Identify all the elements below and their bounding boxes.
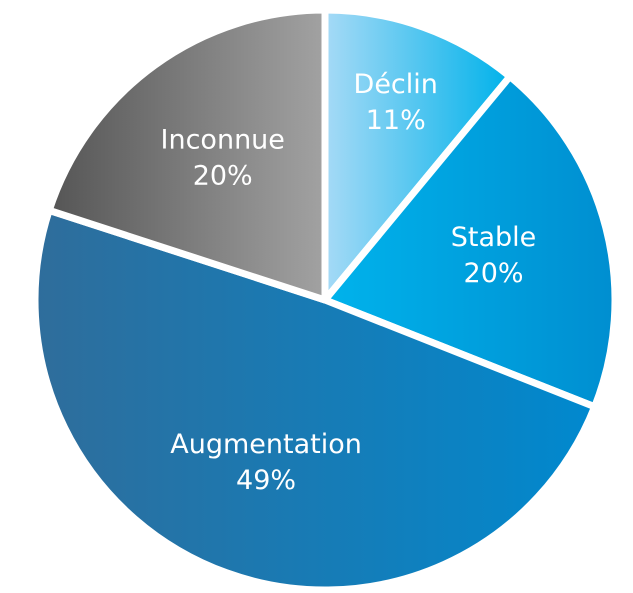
slice-label: Stable	[451, 222, 537, 253]
pie-slice	[31, 206, 599, 593]
pie-slice	[321, 6, 514, 304]
pie-slice	[321, 73, 619, 411]
slice-label: Inconnue	[161, 125, 285, 156]
slice-label: Déclin	[354, 69, 438, 100]
slice-value-label: 11%	[366, 105, 426, 136]
slice-label: Augmentation	[170, 429, 362, 460]
pie-slice	[45, 6, 329, 304]
slice-value-label: 20%	[464, 258, 524, 289]
slice-value-label: 20%	[193, 161, 253, 192]
slice-value-label: 49%	[236, 465, 296, 496]
